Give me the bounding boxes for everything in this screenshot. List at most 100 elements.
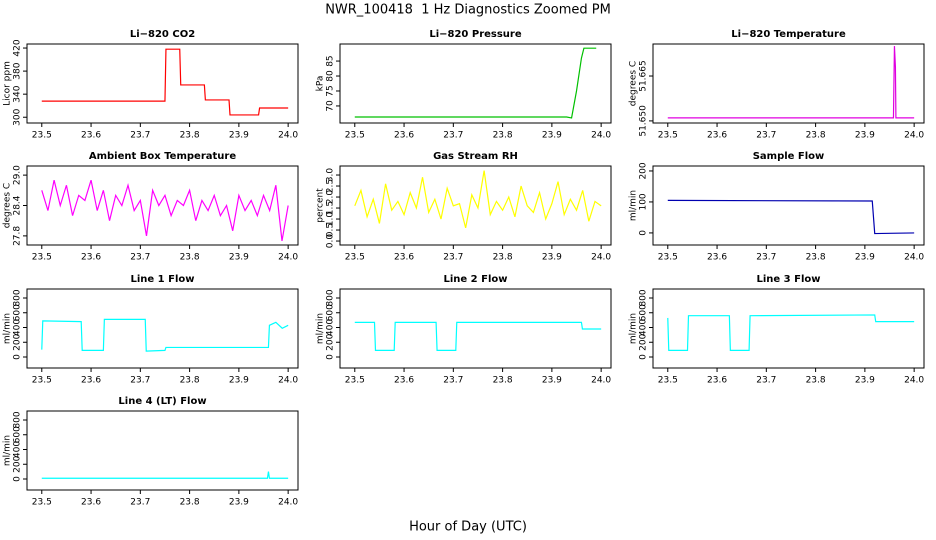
x-tick-label: 24.0	[278, 131, 298, 141]
x-tick-label: 23.8	[180, 253, 200, 263]
y-tick-label: 2.0	[326, 190, 336, 205]
data-line	[667, 199, 915, 235]
x-tick-label: 23.9	[229, 376, 249, 386]
y-tick-label: 600	[639, 304, 649, 321]
x-tick-label: 24.0	[904, 376, 924, 386]
y-tick-label: 0	[639, 230, 649, 236]
y-tick-label: 3.0	[326, 168, 336, 183]
y-tick-label: 1.0	[326, 212, 336, 227]
x-tick-label: 23.8	[806, 376, 826, 386]
plot-frame	[26, 410, 299, 491]
x-tick-label: 24.0	[904, 131, 924, 141]
x-tick-label: 23.6	[707, 131, 727, 141]
y-tick-label: 600	[13, 426, 23, 443]
y-tick-label: 200	[13, 455, 23, 472]
x-tick-label: 23.8	[180, 376, 200, 386]
x-tick-label: 23.8	[180, 131, 200, 141]
y-axis-label: ml/min	[3, 435, 13, 466]
y-tick-label: 200	[639, 162, 649, 179]
x-tick-label: 23.7	[756, 131, 776, 141]
panel: Line 1 Flow 23.5 23.6 23.7 23.8 23.9 24.0 0 2004…	[3, 274, 299, 386]
x-tick-label: 24.0	[591, 131, 611, 141]
x-tick-label: 23.8	[493, 376, 513, 386]
panel-title: Line 4 (LT) Flow	[118, 396, 206, 407]
x-tick-label: 23.9	[229, 131, 249, 141]
y-tick-label: 80	[326, 70, 336, 82]
y-axis-label: kPa	[316, 76, 326, 92]
x-tick-label: 23.8	[493, 253, 513, 263]
plot-frame	[652, 165, 925, 246]
y-tick-label: 51.650	[639, 105, 649, 137]
y-tick-label: 75	[326, 85, 336, 96]
y-tick-label: 800	[13, 411, 23, 428]
plot-frame	[339, 43, 612, 124]
x-tick-label: 23.7	[756, 376, 776, 386]
y-tick-label: 380	[13, 62, 23, 79]
x-tick-label: 23.6	[81, 376, 101, 386]
x-tick-label: 23.5	[32, 131, 52, 141]
page-title: NWR_100418 1 Hz Diagnostics Zoomed PM	[325, 3, 611, 18]
y-axis-label: ml/min	[629, 313, 639, 344]
y-tick-label: 29.0	[13, 165, 23, 185]
x-tick-label: 23.7	[443, 376, 463, 386]
y-tick-label: 800	[326, 289, 336, 306]
x-tick-label: 23.5	[345, 376, 365, 386]
y-tick-label: 400	[326, 319, 336, 336]
panel: Line 4 (LT) Flow 23.5 23.6 23.7 23.8 23.9 24.0…	[3, 396, 299, 508]
panel: Li−820 CO2 23.5 23.6 23.7 23.8 23.9 24.0 300 340…	[3, 29, 299, 141]
panel-title: Ambient Box Temperature	[89, 151, 236, 162]
panel: Line 2 Flow 23.5 23.6 23.7 23.8 23.9 24.0 0 2004…	[316, 274, 612, 386]
y-tick-label: 800	[639, 289, 649, 306]
data-line	[41, 48, 289, 116]
data-line	[41, 471, 289, 479]
x-tick-label: 23.8	[493, 131, 513, 141]
y-axis-label: percent	[316, 188, 326, 223]
y-tick-label: 0.5	[326, 223, 336, 237]
y-tick-label: 28.4	[13, 195, 23, 215]
x-tick-label: 23.9	[855, 376, 875, 386]
y-axis-label: ml/min	[3, 313, 13, 344]
x-tick-label: 23.6	[707, 253, 727, 263]
panel: Line 3 Flow 23.5 23.6 23.7 23.8 23.9 24.0 0 2004…	[629, 274, 925, 386]
panel: Sample Flow 23.5 23.6 23.7 23.8 23.9 24.0 0 100 2…	[629, 151, 925, 263]
y-tick-label: 0	[13, 476, 23, 482]
x-tick-label: 23.6	[394, 131, 414, 141]
y-tick-label: 200	[326, 333, 336, 350]
data-line	[41, 318, 289, 352]
x-tick-label: 24.0	[278, 498, 298, 508]
y-axis-label: ml/min	[629, 190, 639, 221]
panel: Li−820 Temperature 23.5 23.6 23.7 23.8 23.9 24…	[629, 29, 925, 141]
y-tick-label: 2.5	[326, 179, 336, 193]
y-tick-label: 420	[13, 39, 23, 56]
panel-title: Li−820 CO2	[130, 29, 195, 40]
y-tick-label: 85	[326, 55, 336, 66]
panel: Ambient Box Temperature 23.5 23.6 23.7 23.8 2…	[3, 151, 299, 263]
plot-frame	[652, 43, 925, 124]
y-tick-label: 100	[639, 193, 649, 210]
y-tick-label: 51.665	[639, 60, 649, 92]
y-tick-label: 600	[326, 304, 336, 321]
x-tick-label: 23.8	[806, 131, 826, 141]
x-tick-label: 23.6	[81, 253, 101, 263]
x-tick-label: 24.0	[591, 253, 611, 263]
x-axis-label: Hour of Day (UTC)	[409, 520, 527, 535]
x-tick-label: 23.6	[707, 376, 727, 386]
x-tick-label: 23.8	[180, 498, 200, 508]
y-tick-label: 0	[639, 354, 649, 360]
x-tick-label: 23.7	[130, 498, 150, 508]
plot-frame	[26, 165, 299, 246]
x-tick-label: 23.9	[542, 253, 562, 263]
x-tick-label: 23.7	[756, 253, 776, 263]
y-tick-label: 27.8	[13, 226, 23, 246]
data-line	[667, 314, 915, 351]
x-tick-label: 23.9	[855, 131, 875, 141]
data-line	[354, 321, 602, 351]
y-tick-label: 400	[639, 319, 649, 336]
x-tick-label: 23.9	[542, 376, 562, 386]
y-tick-label: 0	[13, 354, 23, 360]
x-tick-label: 23.5	[658, 131, 678, 141]
x-tick-label: 24.0	[278, 253, 298, 263]
x-tick-label: 23.5	[345, 131, 365, 141]
panel-title: Li−820 Pressure	[429, 29, 522, 40]
